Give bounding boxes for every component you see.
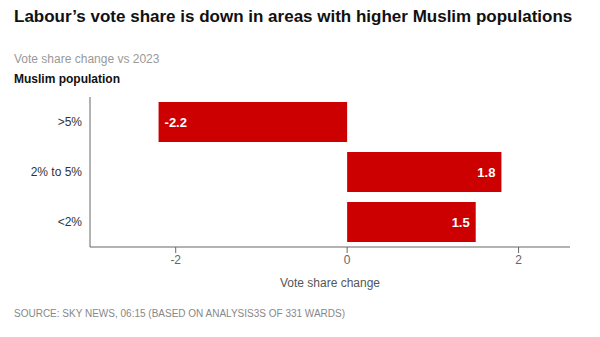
svg-text:2% to 5%: 2% to 5%: [31, 165, 83, 179]
svg-text:2: 2: [515, 253, 522, 267]
html-text:SOURCE: SKY NEWS, 06:15 (BASED: SOURCE: SKY NEWS, 06:15 (BASED ON ANALYS…: [14, 308, 345, 319]
svg-text:-2: -2: [170, 253, 181, 267]
svg-text:0: 0: [344, 253, 351, 267]
svg-text:>5%: >5%: [58, 115, 83, 129]
svg-text:Vote share change: Vote share change: [280, 276, 380, 290]
svg-text:<2%: <2%: [58, 215, 83, 229]
html-text:Vote share change vs 2023: Vote share change vs 2023: [14, 52, 160, 66]
svg-text:-2.2: -2.2: [165, 115, 187, 130]
svg-text:1.5: 1.5: [452, 215, 470, 230]
svg-text:1.8: 1.8: [477, 165, 495, 180]
html-text:Labour’s vote share is down in: Labour’s vote share is down in areas wit…: [14, 7, 573, 26]
html-text:Muslim population: Muslim population: [14, 72, 120, 86]
